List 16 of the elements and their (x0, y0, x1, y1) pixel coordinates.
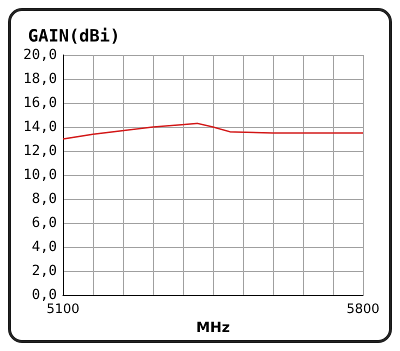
y-tick-label: 4,0 (32, 239, 57, 256)
y-tick-label: 2,0 (32, 263, 57, 280)
line-series (62, 122, 364, 140)
y-axis-title: GAIN(dBi) (28, 26, 120, 46)
x-tick-label: 5800 (346, 302, 380, 318)
x-tick-label: 5100 (46, 302, 80, 318)
y-tick-label: 6,0 (32, 215, 57, 232)
x-axis-title: MHz (196, 320, 230, 336)
y-tick-label: 12,0 (23, 143, 57, 160)
y-tick-label: 20,0 (23, 47, 57, 63)
y-tick-label: 14,0 (23, 119, 57, 136)
y-tick-label: 0,0 (32, 287, 57, 304)
y-tick-label: 8,0 (32, 191, 57, 208)
y-tick-label: 10,0 (23, 167, 57, 184)
y-tick-label: 18,0 (23, 71, 57, 88)
y-tick-label: 16,0 (23, 95, 57, 112)
